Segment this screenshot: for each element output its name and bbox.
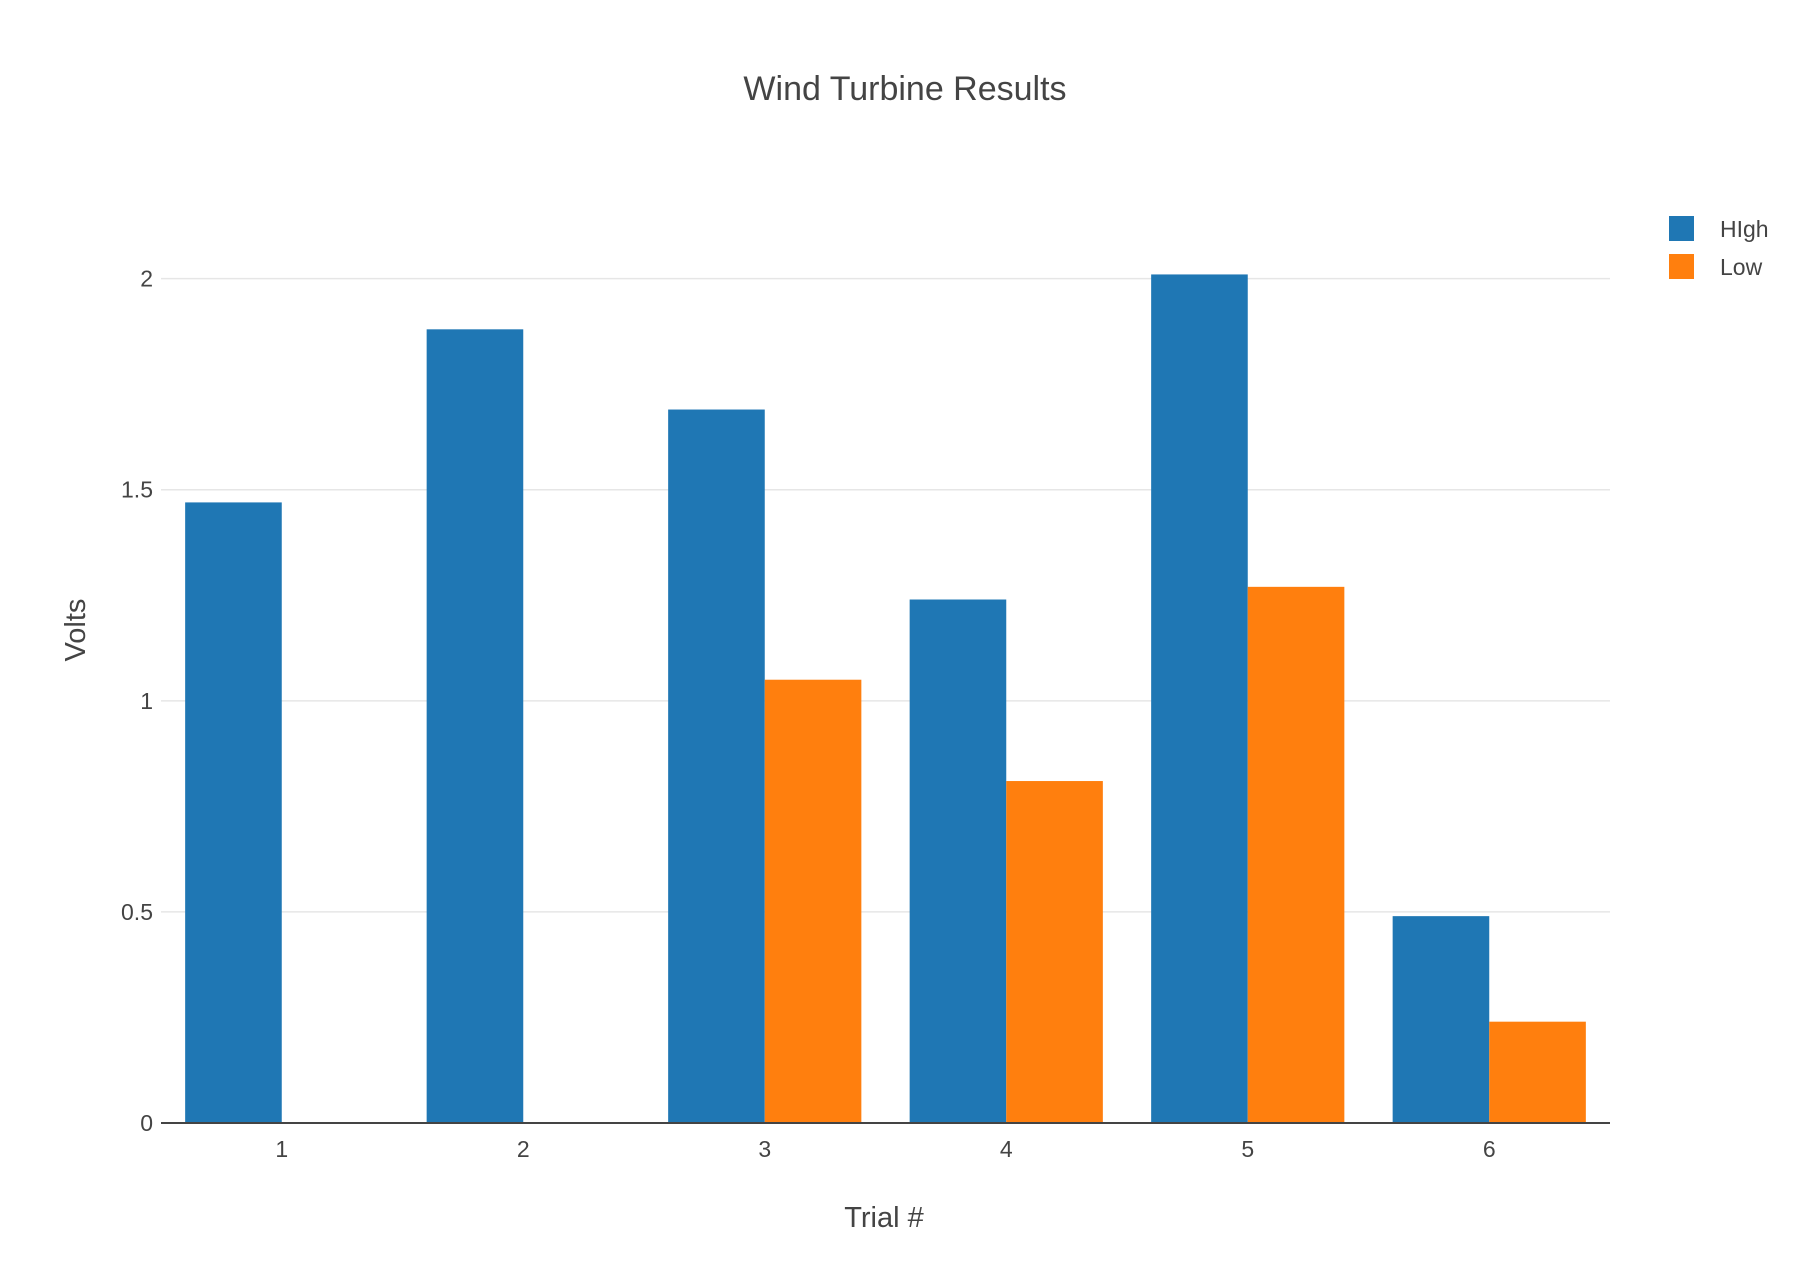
legend-swatch xyxy=(1669,254,1694,279)
y-tick-label: 1 xyxy=(140,688,153,714)
bar-low-4 xyxy=(1006,781,1103,1123)
y-gridlines xyxy=(161,277,1610,913)
bar-low-3 xyxy=(764,679,862,1123)
legend[interactable]: HIgh Low xyxy=(1669,216,1769,280)
legend-label: Low xyxy=(1720,254,1763,280)
x-tick-label: 2 xyxy=(517,1136,530,1162)
y-axis-title: Volts xyxy=(60,599,92,662)
bars xyxy=(185,274,1586,1123)
axes: 0 0.5 1 1.5 2 1 2 3 4 5 6 xyxy=(121,266,1610,1162)
bar-low-6 xyxy=(1489,1021,1586,1123)
bar-high-4 xyxy=(909,599,1007,1123)
legend-swatch xyxy=(1669,216,1694,241)
x-tick-label: 6 xyxy=(1483,1136,1496,1162)
y-tick-label: 2 xyxy=(140,266,153,292)
y-tick-label: 0 xyxy=(140,1110,153,1136)
chart-title: Wind Turbine Results xyxy=(743,70,1066,108)
x-tick-label: 3 xyxy=(758,1136,771,1162)
bar-high-5 xyxy=(1151,274,1248,1123)
y-tick-label: 1.5 xyxy=(121,477,153,503)
bar-high-1 xyxy=(185,502,282,1123)
bar-high-2 xyxy=(426,329,524,1123)
y-tick-label: 0.5 xyxy=(121,899,153,925)
x-tick-label: 5 xyxy=(1241,1136,1254,1162)
legend-item-high[interactable]: HIgh xyxy=(1669,216,1769,242)
bar-low-5 xyxy=(1247,586,1345,1123)
bar-high-6 xyxy=(1392,916,1490,1123)
bar-high-3 xyxy=(668,409,765,1123)
legend-label: HIgh xyxy=(1720,216,1769,242)
x-tick-label: 4 xyxy=(1000,1136,1013,1162)
x-axis-title: Trial # xyxy=(844,1202,924,1234)
legend-item-low[interactable]: Low xyxy=(1669,254,1763,280)
x-tick-label: 1 xyxy=(275,1136,288,1162)
